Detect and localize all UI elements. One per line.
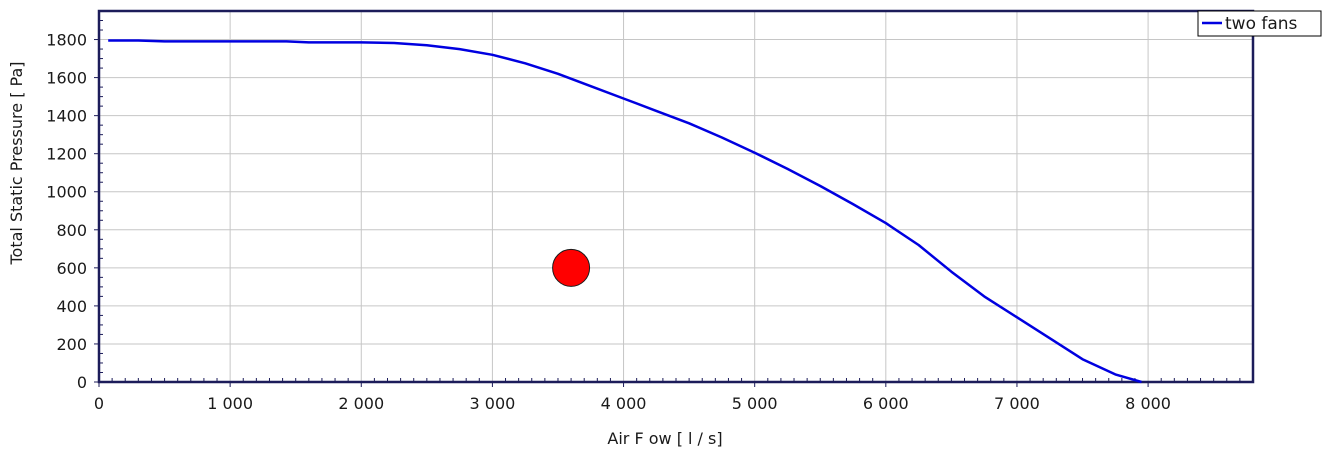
operating-point-marker	[552, 248, 591, 287]
points-layer	[552, 248, 591, 287]
series-layer	[108, 39, 1142, 384]
plot-frame	[97, 9, 1255, 384]
x-tick-label: 3 000	[470, 394, 516, 413]
x-tick-label: 8 000	[1125, 394, 1171, 413]
y-tick-label: 0	[77, 373, 87, 392]
x-axis-title: Air F ow [ l / s]	[607, 429, 722, 448]
series-line-two-fans	[108, 39, 1142, 384]
legend-label-two-fans: two fans	[1225, 14, 1298, 34]
y-tick-labels: 0 200 400 600 800 1000 1200 1400 1600 1800	[46, 31, 87, 392]
y-tick-label: 1600	[46, 69, 87, 88]
y-tick-label: 400	[56, 297, 87, 316]
y-axis-title: Total Static Pressure [ Pa]	[7, 62, 26, 266]
grid-lines	[94, 11, 1253, 387]
y-tick-label: 1200	[46, 145, 87, 164]
x-tick-label: 2 000	[338, 394, 384, 413]
x-tick-label: 6 000	[863, 394, 909, 413]
x-tick-label: 1 000	[207, 394, 253, 413]
x-tick-label: 0	[94, 394, 104, 413]
y-tick-label: 600	[56, 259, 87, 278]
x-tick-label: 7 000	[994, 394, 1040, 413]
y-tick-label: 1000	[46, 183, 87, 202]
legend: two fans	[1197, 10, 1322, 37]
x-tick-label: 4 000	[601, 394, 647, 413]
y-tick-label: 800	[56, 221, 87, 240]
y-tick-label: 1400	[46, 107, 87, 126]
y-tick-label: 1800	[46, 31, 87, 50]
x-tick-label: 5 000	[732, 394, 778, 413]
y-tick-label: 200	[56, 335, 87, 354]
x-tick-labels: 0 1 000 2 000 3 000 4 000 5 000 6 000 7 000 8 00…	[94, 394, 1171, 413]
